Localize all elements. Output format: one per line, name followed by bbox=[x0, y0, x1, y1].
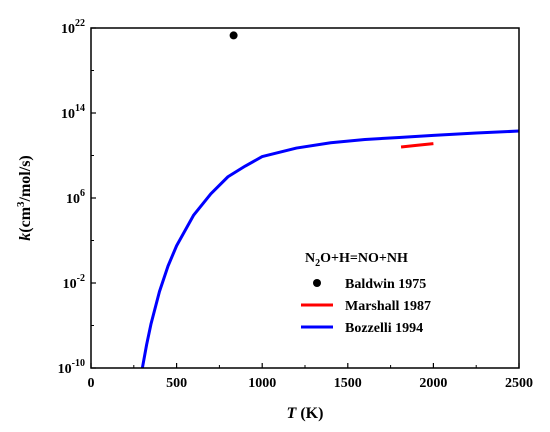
marshall-1987-line bbox=[400, 142, 434, 149]
x-tick-label: 500 bbox=[166, 376, 187, 391]
x-tick-label: 1000 bbox=[248, 376, 276, 391]
y-tick-label: 10-10 bbox=[58, 358, 85, 377]
legend-label-baldwin: Baldwin 1975 bbox=[345, 277, 426, 292]
x-tick-label: 0 bbox=[88, 376, 95, 391]
y-axis-title: k(cm3/mol/s) bbox=[15, 155, 34, 240]
legend: N2O+H=NO+NH Baldwin 1975 Marshall 1987 B… bbox=[301, 251, 431, 336]
x-tick-label: 1500 bbox=[334, 376, 362, 391]
series-layer bbox=[140, 31, 520, 369]
x-tick-label: 2000 bbox=[419, 376, 447, 391]
axes-layer: 0 500 1000 1500 2000 2500 1022 1014 106 10-2 10-10 bbox=[58, 18, 533, 391]
x-axis-title: T (K) bbox=[287, 405, 324, 422]
legend-label-bozzelli: Bozzelli 1994 bbox=[345, 321, 423, 336]
y-tick-label: 1022 bbox=[61, 18, 85, 37]
x-tick-label: 2500 bbox=[505, 376, 533, 391]
legend-marker-baldwin bbox=[313, 279, 321, 287]
y-tick-label: 10-2 bbox=[63, 273, 85, 292]
legend-title: N2O+H=NO+NH bbox=[305, 251, 408, 269]
plot-frame bbox=[90, 27, 520, 369]
legend-label-marshall: Marshall 1987 bbox=[345, 299, 431, 314]
bozzelli-1994-line bbox=[140, 129, 520, 369]
y-tick-label: 106 bbox=[66, 188, 85, 207]
baldwin-1975-point bbox=[229, 31, 238, 40]
y-tick-label: 1014 bbox=[61, 103, 85, 122]
